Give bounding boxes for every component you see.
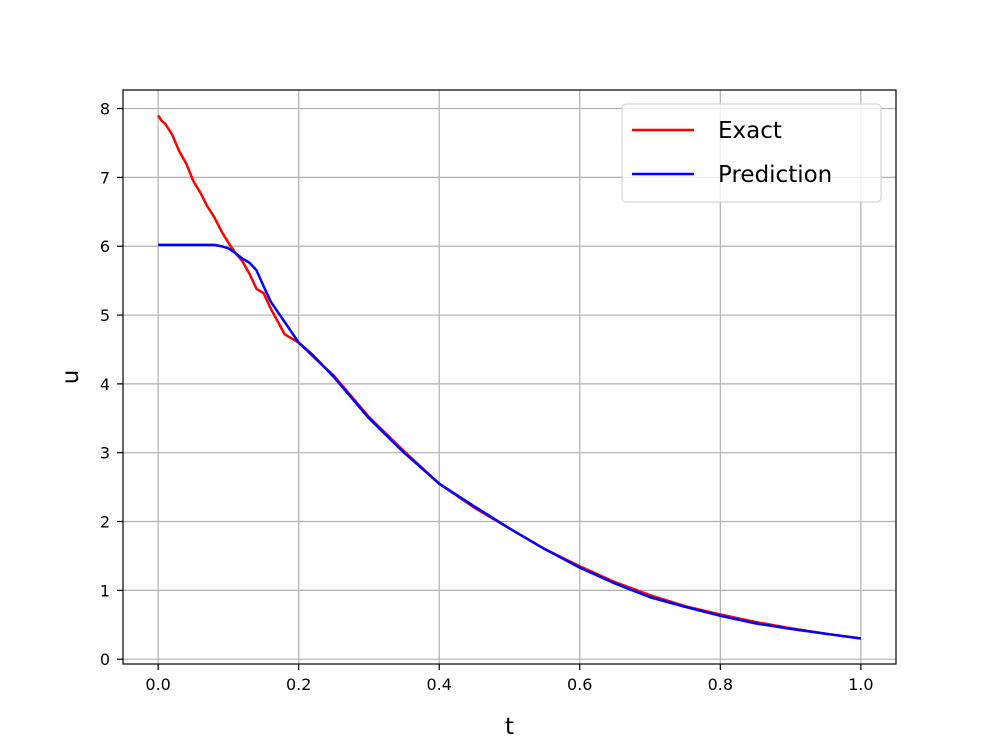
y-axis-label: u bbox=[58, 370, 84, 385]
y-tick-label: 1 bbox=[100, 581, 110, 600]
series-line-exact bbox=[157, 114, 862, 640]
x-tick-label: 0.6 bbox=[567, 675, 592, 694]
y-tick-label: 7 bbox=[100, 168, 110, 187]
y-tick-label: 5 bbox=[100, 306, 110, 325]
series-line-prediction bbox=[158, 243, 862, 640]
y-tick-label: 3 bbox=[100, 444, 110, 463]
x-tick-label: 0.4 bbox=[427, 675, 452, 694]
legend-label-exact: Exact bbox=[718, 118, 782, 144]
x-tick-label: 0.8 bbox=[708, 675, 733, 694]
x-axis-label: t bbox=[505, 714, 514, 740]
x-tick-label: 0.2 bbox=[286, 675, 311, 694]
legend-box bbox=[621, 103, 882, 203]
x-tick-label: 1.0 bbox=[848, 675, 873, 694]
grid bbox=[123, 90, 896, 664]
x-tick-label: 0.0 bbox=[145, 675, 170, 694]
legend: Exact Prediction bbox=[621, 103, 882, 203]
legend-label-prediction: Prediction bbox=[718, 162, 832, 188]
series-lines bbox=[157, 114, 862, 640]
y-tick-label: 4 bbox=[100, 375, 110, 394]
y-tick-label: 6 bbox=[100, 237, 110, 256]
ticks: 0.0 0.2 0.4 0.6 0.8 1.0 0 1 2 3 4 5 6 7 8 bbox=[100, 100, 874, 694]
y-tick-label: 2 bbox=[100, 513, 110, 532]
y-tick-label: 0 bbox=[100, 650, 110, 669]
y-tick-label: 8 bbox=[100, 100, 110, 119]
axes-frame bbox=[122, 89, 897, 665]
